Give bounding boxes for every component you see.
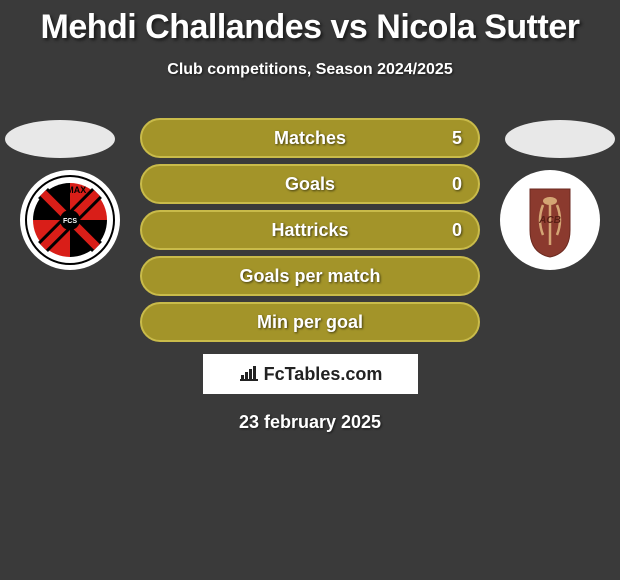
page-title: Mehdi Challandes vs Nicola Sutter (0, 0, 620, 47)
player-avatar-left (5, 120, 115, 158)
stat-value-right: 0 (452, 220, 462, 241)
svg-text:FCS: FCS (63, 218, 77, 225)
stat-value-right: 0 (452, 174, 462, 195)
stat-row-goals-per-match: Goals per match (140, 256, 480, 296)
stat-row-matches: Matches 5 (140, 118, 480, 158)
chart-icon (238, 363, 260, 385)
club-badge-right: ACB (500, 170, 600, 270)
stat-label: Matches (274, 128, 346, 149)
stat-label: Goals per match (239, 266, 380, 287)
stat-row-goals: Goals 0 (140, 164, 480, 204)
player-avatar-right (505, 120, 615, 158)
brand-text: FcTables.com (264, 364, 383, 385)
stat-row-hattricks: Hattricks 0 (140, 210, 480, 250)
stat-label: Goals (285, 174, 335, 195)
club-badge-left: XAMAX FCS (20, 170, 120, 270)
svg-text:XAMAX: XAMAX (54, 185, 87, 195)
svg-text:ACB: ACB (538, 215, 561, 226)
stat-row-min-per-goal: Min per goal (140, 302, 480, 342)
stat-value-right: 5 (452, 128, 462, 149)
date-text: 23 february 2025 (140, 412, 480, 433)
stat-label: Min per goal (257, 312, 363, 333)
subtitle: Club competitions, Season 2024/2025 (0, 61, 620, 79)
brand-box[interactable]: FcTables.com (203, 354, 418, 394)
stat-label: Hattricks (271, 220, 348, 241)
stats-table: Matches 5 Goals 0 Hattricks 0 Goals per … (140, 118, 480, 433)
acb-logo-icon: ACB (505, 175, 595, 265)
xamax-logo-icon: XAMAX FCS (25, 175, 115, 265)
